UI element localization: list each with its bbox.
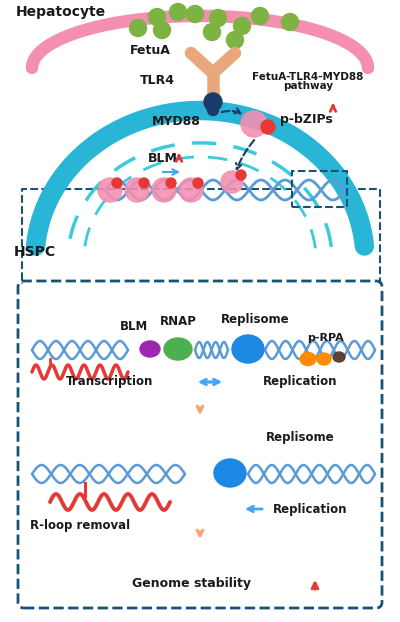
Text: FetuA: FetuA — [130, 44, 170, 57]
Text: MYD88: MYD88 — [152, 115, 201, 128]
Text: pathway: pathway — [283, 81, 333, 91]
Text: HSPC: HSPC — [14, 245, 56, 259]
Circle shape — [282, 14, 298, 30]
Text: Replication: Replication — [273, 503, 347, 516]
Text: FetuA-TLR4-MYD88: FetuA-TLR4-MYD88 — [252, 72, 364, 82]
Text: Transcription: Transcription — [66, 376, 154, 389]
Circle shape — [234, 17, 250, 34]
Ellipse shape — [164, 338, 192, 360]
Ellipse shape — [317, 353, 331, 365]
Circle shape — [261, 120, 275, 134]
Circle shape — [221, 171, 243, 193]
Text: Replication: Replication — [263, 376, 337, 389]
Text: R-loop removal: R-loop removal — [30, 519, 130, 532]
Text: p-bZIPs: p-bZIPs — [280, 113, 333, 126]
Ellipse shape — [333, 352, 345, 362]
Circle shape — [236, 170, 246, 180]
Circle shape — [148, 9, 166, 26]
Circle shape — [204, 93, 222, 111]
Text: Genome stability: Genome stability — [132, 577, 252, 590]
Circle shape — [241, 111, 267, 137]
Circle shape — [170, 4, 186, 21]
Circle shape — [152, 178, 176, 202]
Ellipse shape — [214, 459, 246, 487]
Text: BLM: BLM — [120, 320, 148, 333]
Circle shape — [125, 178, 149, 202]
Text: Replisome: Replisome — [266, 431, 334, 444]
Circle shape — [166, 178, 176, 188]
Circle shape — [186, 6, 204, 22]
Circle shape — [130, 19, 146, 37]
Circle shape — [252, 7, 268, 24]
Circle shape — [193, 178, 203, 188]
Circle shape — [210, 9, 226, 27]
Circle shape — [98, 178, 122, 202]
Text: Hepatocyte: Hepatocyte — [16, 5, 106, 19]
Text: BLM: BLM — [148, 152, 178, 165]
Text: TLR4: TLR4 — [140, 75, 175, 88]
Circle shape — [139, 178, 149, 188]
Ellipse shape — [140, 341, 160, 357]
Ellipse shape — [232, 335, 264, 363]
Circle shape — [208, 104, 218, 116]
Circle shape — [204, 24, 220, 40]
Circle shape — [154, 22, 170, 39]
Text: Replisome: Replisome — [221, 313, 289, 326]
Circle shape — [179, 178, 203, 202]
Text: RNAP: RNAP — [160, 315, 196, 328]
Text: p-RPA: p-RPA — [307, 333, 343, 343]
Circle shape — [112, 178, 122, 188]
Ellipse shape — [300, 353, 316, 366]
Circle shape — [226, 32, 244, 49]
